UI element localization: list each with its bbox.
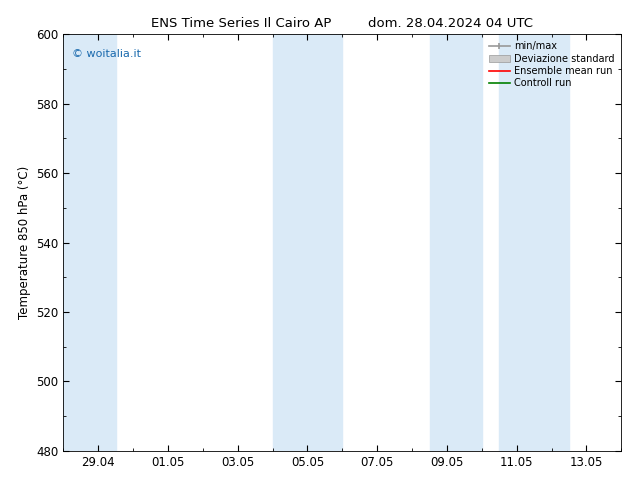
Text: ENS Time Series Il Cairo AP: ENS Time Series Il Cairo AP (151, 17, 331, 30)
Bar (63, 34, 115, 451)
Legend: min/max, Deviazione standard, Ensemble mean run, Controll run: min/max, Deviazione standard, Ensemble m… (487, 39, 616, 90)
Text: dom. 28.04.2024 04 UTC: dom. 28.04.2024 04 UTC (368, 17, 533, 30)
Y-axis label: Temperature 850 hPa (°C): Temperature 850 hPa (°C) (18, 166, 30, 319)
Bar (429, 34, 482, 451)
Bar (500, 34, 569, 451)
Bar (273, 34, 342, 451)
Text: © woitalia.it: © woitalia.it (72, 49, 141, 59)
